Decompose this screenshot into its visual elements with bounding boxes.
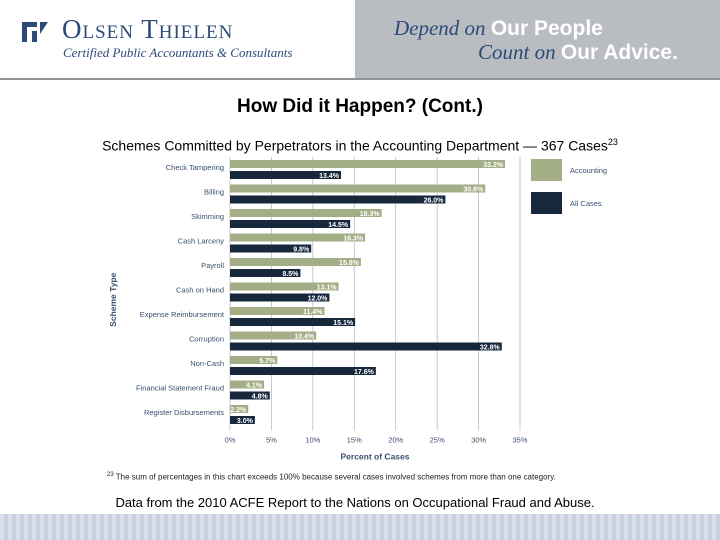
header-divider	[0, 78, 720, 80]
logo-icon	[22, 22, 48, 42]
bar-accounting	[230, 258, 361, 266]
bar-all-cases	[230, 293, 330, 302]
chart-title-footnote-ref: 23	[607, 137, 618, 147]
x-tick-label: 5%	[266, 436, 277, 445]
data-label-accounting: 4.1%	[246, 382, 263, 389]
header: Olsen Thielen Certified Public Accountan…	[0, 0, 720, 80]
bar-accounting	[230, 282, 339, 291]
data-label-accounting: 16.3%	[343, 235, 364, 242]
bar-accounting	[230, 184, 486, 193]
tagline-line-1: Depend on Our People	[394, 16, 603, 41]
chart-title: Schemes Committed by Perpetrators in the…	[0, 137, 720, 154]
data-label-all-cases: 17.6%	[354, 369, 375, 376]
bar-all-cases	[230, 367, 376, 375]
data-label-accounting: 2.2%	[230, 407, 247, 414]
data-label-accounting: 18.3%	[360, 211, 381, 218]
bar-all-cases	[230, 416, 255, 424]
category-label: Skimming	[191, 212, 224, 221]
data-label-all-cases: 12.0%	[308, 295, 329, 302]
legend-label-all-cases: All Cases	[570, 199, 602, 208]
data-label-all-cases: 32.8%	[480, 344, 501, 351]
bar-all-cases	[230, 195, 446, 204]
footnote-mark: 23	[107, 472, 114, 478]
data-label-all-cases: 15.1%	[333, 320, 354, 327]
bar-accounting	[230, 209, 382, 217]
bar-accounting	[230, 307, 325, 315]
bar-all-cases	[230, 244, 312, 253]
category-label: Payroll	[201, 261, 224, 270]
company-name: Olsen Thielen	[62, 14, 234, 44]
tagline-1-emphasis: Our People	[490, 17, 603, 40]
bar-accounting	[230, 380, 264, 389]
data-label-all-cases: 8.5%	[282, 271, 299, 278]
x-tick-label: 30%	[471, 436, 486, 445]
legend-swatch-accounting	[531, 159, 562, 181]
footnote: 23 The sum of percentages in this chart …	[107, 472, 556, 482]
bar-all-cases	[230, 269, 301, 277]
data-label-all-cases: 14.5%	[328, 222, 349, 229]
x-tick-label: 25%	[430, 436, 445, 445]
bar-all-cases	[230, 391, 270, 400]
footnote-text: The sum of percentages in this chart exc…	[115, 472, 556, 482]
data-label-all-cases: 3.0%	[237, 418, 254, 425]
category-label: Cash Larceny	[178, 237, 225, 246]
source-note: Data from the 2010 ACFE Report to the Na…	[115, 495, 595, 510]
data-label-accounting: 11.4%	[303, 309, 323, 316]
company-subtitle: Certified Public Accountants & Consultan…	[63, 45, 293, 60]
tagline-line-2: Count on Our Advice.	[478, 40, 678, 65]
data-label-accounting: 13.1%	[317, 284, 338, 291]
x-tick-label: 0%	[225, 436, 236, 445]
category-label: Financial Statement Fraud	[136, 384, 224, 393]
bar-all-cases	[230, 342, 502, 351]
bar-accounting	[230, 331, 317, 340]
category-label: Check Tampering	[166, 163, 224, 172]
tagline-2-prefix: Count on	[478, 40, 561, 64]
y-axis-label: Scheme Type	[108, 272, 118, 326]
data-label-accounting: 33.2%	[483, 162, 504, 169]
x-tick-label: 15%	[347, 436, 362, 445]
legend-swatch-all-cases	[531, 192, 562, 214]
x-tick-label: 35%	[512, 436, 527, 445]
data-label-accounting: 30.8%	[463, 186, 484, 193]
bar-chart: 0% 5% 10% 15% 20% 25% 30% 35% Percent of Cases Sc…	[108, 157, 607, 462]
bar-all-cases	[230, 318, 356, 326]
tagline-2-emphasis: Our Advice.	[560, 41, 678, 64]
category-label: Register Disbursements	[144, 408, 224, 417]
bar-accounting	[230, 233, 366, 242]
bar-all-cases	[230, 220, 351, 228]
legend-label-accounting: Accounting	[570, 166, 607, 175]
category-label: Cash on Hand	[176, 286, 224, 295]
data-label-accounting: 10.4%	[294, 333, 315, 340]
data-label-all-cases: 4.8%	[252, 393, 269, 400]
x-axis-label: Percent of Cases	[341, 452, 410, 462]
bar-accounting	[230, 356, 278, 364]
category-label: Non-Cash	[190, 359, 224, 368]
category-label: Billing	[204, 188, 224, 197]
slide-title: How Did it Happen? (Cont.)	[237, 96, 483, 117]
bar-accounting	[230, 160, 506, 168]
bar-all-cases	[230, 171, 342, 179]
bar-accounting	[230, 405, 249, 413]
data-label-all-cases: 9.8%	[293, 246, 310, 253]
data-label-all-cases: 26.0%	[424, 197, 445, 204]
data-label-all-cases: 13.4%	[319, 173, 340, 180]
category-label: Expense Reimbursement	[140, 310, 225, 319]
x-tick-label: 10%	[305, 436, 320, 445]
category-label: Corruption	[189, 335, 224, 344]
x-tick-label: 20%	[388, 436, 403, 445]
tagline-1-prefix: Depend on	[394, 16, 491, 40]
data-label-accounting: 15.8%	[339, 260, 360, 267]
data-label-accounting: 5.7%	[259, 358, 276, 365]
tagline-band	[355, 0, 720, 80]
chart-title-text: Schemes Committed by Perpetrators in the…	[102, 137, 608, 154]
footer-bar	[0, 514, 720, 540]
